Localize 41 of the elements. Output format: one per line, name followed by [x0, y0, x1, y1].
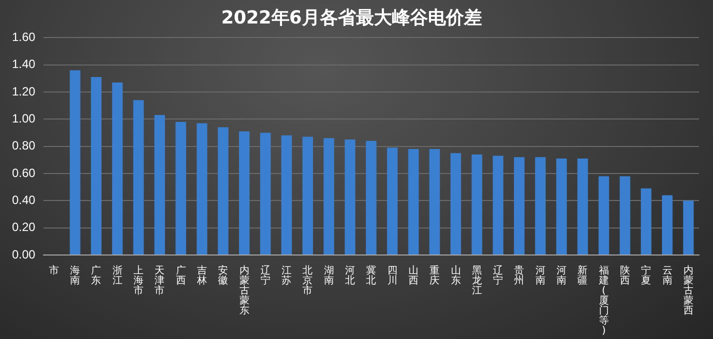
x-tick-label: 陕西 [620, 264, 630, 287]
x-tick-label: 重庆 [430, 264, 440, 287]
y-tick-label: 1.20 [12, 84, 36, 98]
chart-title: 2022年6月各省最大峰谷电价差 [221, 7, 482, 28]
x-tick-label: 广西 [176, 264, 186, 287]
x-tick-label: 内蒙古蒙西 [683, 264, 694, 317]
x-tick-label: 河南 [535, 264, 546, 287]
x-tick-label: 云南 [662, 266, 672, 287]
x-tick-label: 贵州 [514, 264, 524, 287]
x-tick-label: 福建(厦门等) [598, 264, 609, 337]
x-tick-label: 宁夏 [641, 264, 652, 287]
x-tick-label: 内蒙古蒙东 [239, 264, 250, 317]
y-tick-label: 1.60 [12, 30, 36, 44]
x-tick-label: 山西 [408, 264, 418, 287]
x-tick-label: 浙江 [112, 264, 122, 287]
x-tick-label: 新疆 [578, 264, 588, 287]
y-tick-label: 0.40 [12, 192, 36, 207]
y-tick-label: 1.40 [12, 57, 36, 72]
x-tick-label: 河南 [556, 264, 567, 287]
x-tick-label: 河北 [345, 264, 356, 287]
x-tick-label: 天津市 [154, 266, 165, 297]
x-tick-label: 江苏 [282, 264, 292, 287]
y-tick-label: 0.00 [12, 247, 36, 262]
x-tick-label: 市 [48, 264, 59, 277]
y-tick-label: 0.20 [12, 220, 36, 234]
x-tick-label: 辽宁 [493, 264, 504, 287]
x-tick-label: 海南 [70, 264, 80, 287]
x-tick-label: 山东 [450, 264, 461, 287]
x-tick-label: 吉林 [196, 264, 207, 287]
x-tick-label: 广东 [91, 264, 102, 287]
y-tick-label: 0.60 [12, 166, 36, 180]
x-tick-label: 辽宁 [260, 264, 270, 287]
x-tick-label: 四川 [387, 266, 398, 287]
y-tick-label: 0.80 [12, 138, 36, 153]
x-tick-label: 北京市 [302, 264, 313, 297]
y-tick-label: 1.00 [12, 111, 36, 126]
x-tick-label: 冀北 [366, 264, 376, 287]
x-tick-label: 黑龙江 [472, 266, 482, 297]
x-tick-label: 湖南 [324, 264, 334, 287]
x-tick-label: 安徽 [218, 264, 228, 287]
x-tick-label: 上海市 [134, 264, 144, 297]
